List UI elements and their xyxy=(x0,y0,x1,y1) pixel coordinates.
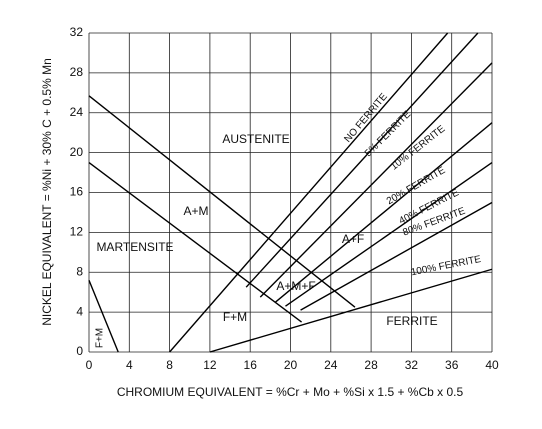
x-tick-label: 20 xyxy=(284,358,298,372)
y-tick-label: 32 xyxy=(70,25,84,39)
y-tick-label: 16 xyxy=(70,185,84,199)
y-axis-label: NICKEL EQUIVALENT = %Ni + 30% C + 0.5% M… xyxy=(40,58,54,326)
boundary-line xyxy=(169,32,449,353)
boundary-line xyxy=(245,32,479,288)
y-tick-label: 0 xyxy=(76,344,83,358)
x-axis-label: CHROMIUM EQUIVALENT = %Cr + Mo + %Si x 1… xyxy=(117,385,464,399)
boundary-line xyxy=(88,162,303,323)
region-label: F+M xyxy=(95,328,106,348)
region-label: A+M xyxy=(183,204,208,218)
region-label: MARTENSITE xyxy=(96,240,173,254)
x-tick-label: 40 xyxy=(485,358,499,372)
y-tick-label: 12 xyxy=(70,225,84,239)
y-tick-label: 8 xyxy=(76,264,83,278)
y-tick-label: 28 xyxy=(70,65,84,79)
x-tick-label: 16 xyxy=(244,358,258,372)
y-tick-label: 20 xyxy=(70,145,84,159)
x-tick-label: 28 xyxy=(364,358,378,372)
boundary-line xyxy=(274,122,493,303)
boundary-line xyxy=(88,95,356,308)
region-label: FERRITE xyxy=(386,314,437,328)
region-label: A+M+F xyxy=(276,279,315,293)
boundary-line xyxy=(300,201,493,311)
x-tick-label: 4 xyxy=(126,358,133,372)
x-tick-label: 36 xyxy=(445,358,459,372)
x-tick-label: 32 xyxy=(405,358,419,372)
boundary-line xyxy=(259,62,493,298)
region-label: F+M xyxy=(223,310,247,324)
x-tick-label: 12 xyxy=(203,358,217,372)
x-tick-label: 24 xyxy=(324,358,338,372)
region-label: AUSTENITE xyxy=(222,132,289,146)
y-tick-label: 4 xyxy=(76,304,83,318)
boundary-line xyxy=(285,162,493,307)
boundary-line xyxy=(209,268,493,353)
boundary-line xyxy=(88,279,119,353)
region-label: A+F xyxy=(342,232,364,246)
x-tick-label: 0 xyxy=(86,358,93,372)
y-tick-label: 24 xyxy=(70,105,84,119)
x-tick-label: 8 xyxy=(166,358,173,372)
